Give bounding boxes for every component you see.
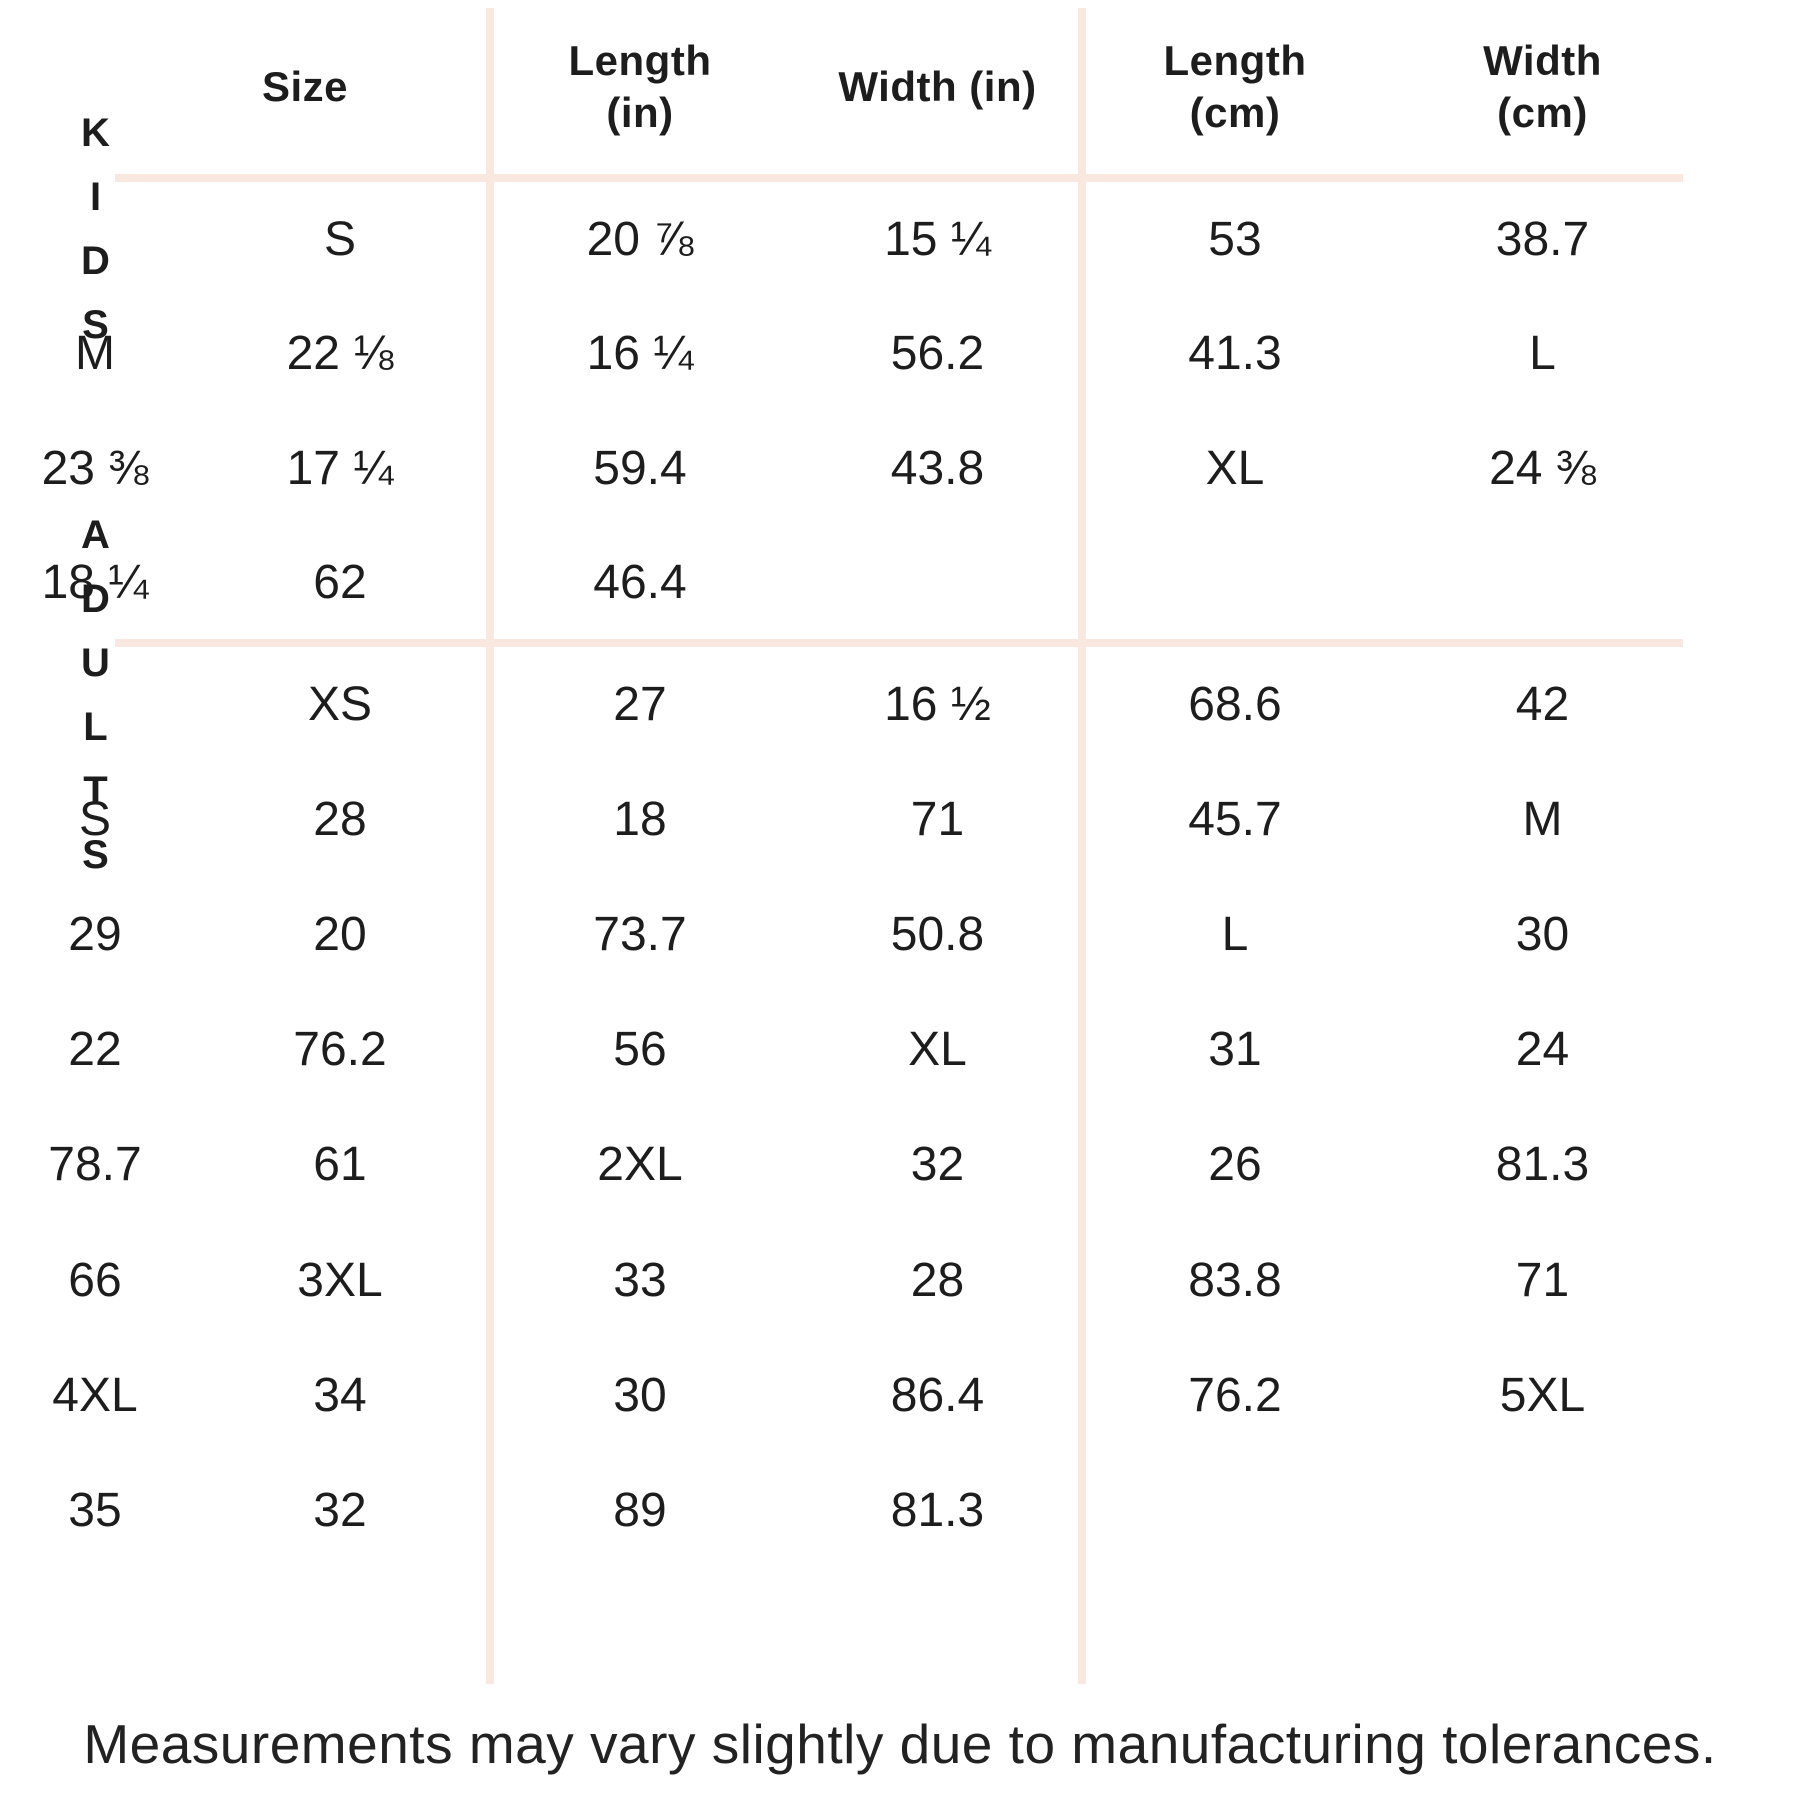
- header-length-cm-label: Length: [1163, 37, 1307, 84]
- value-cell: 71: [1515, 1253, 1570, 1307]
- value-cell: 68.6: [1188, 678, 1282, 732]
- size-cell: XL: [908, 1023, 967, 1077]
- value-cell: 59.4: [593, 441, 687, 495]
- size-cell: 2XL: [597, 1138, 683, 1192]
- value-cell: 50.8: [890, 908, 985, 962]
- value-cell: 62: [313, 556, 367, 610]
- table-header-row: Size Length (in) Width (in) Length (cm) …: [0, 0, 1700, 174]
- size-cell: S: [323, 212, 356, 266]
- header-width-in: Width (in): [790, 0, 1085, 174]
- header-length-cm: Length (cm): [1085, 0, 1385, 174]
- value-cell: 17 ¼: [286, 441, 394, 495]
- value-cell: 46.4: [593, 556, 687, 610]
- kids-section-label: KIDS: [73, 111, 118, 368]
- header-width-in-label: Width (in): [838, 63, 1037, 110]
- value-cell: 81.3: [890, 1483, 985, 1537]
- column-divider-left: [486, 8, 494, 1684]
- value-cell: 20 ⅞: [586, 212, 694, 266]
- header-size: Size: [155, 0, 455, 174]
- header-length-in-label: Length: [568, 37, 712, 84]
- value-cell: 20: [313, 908, 367, 962]
- value-cell: 32: [910, 1138, 965, 1192]
- value-cell: 15 ¼: [884, 212, 991, 266]
- value-cell: 18 ¼: [41, 556, 149, 610]
- header-width-cm-label: Width: [1483, 37, 1602, 84]
- kids-adults-divider: [115, 639, 1683, 647]
- value-cell: 22 ⅛: [286, 327, 394, 381]
- value-cell: 29: [68, 908, 122, 962]
- kids-section: KIDS S 20 ⅞ 15 ¼ 53 38.7 M 22 ⅛ 16 ¼ 56.…: [0, 111, 1700, 640]
- value-cell: 73.7: [593, 908, 687, 962]
- tolerance-note: Measurements may vary slightly due to ma…: [83, 1713, 1717, 1775]
- value-cell: 61: [313, 1138, 367, 1192]
- value-cell: 16 ½: [884, 678, 991, 732]
- value-cell: 43.8: [890, 441, 985, 495]
- value-cell: 53: [1208, 212, 1262, 266]
- header-length-cm-unit: (cm): [1189, 89, 1281, 136]
- size-cell: XS: [307, 678, 373, 732]
- size-cell: 5XL: [1499, 1368, 1586, 1422]
- size-cell: L: [1221, 908, 1249, 962]
- size-cell: XL: [1205, 441, 1265, 495]
- size-cell: 4XL: [52, 1368, 138, 1422]
- value-cell: 76.2: [1188, 1368, 1282, 1422]
- value-cell: 28: [313, 793, 367, 847]
- header-width-cm: Width (cm): [1385, 0, 1700, 174]
- value-cell: 33: [613, 1253, 667, 1307]
- size-cell: 3XL: [297, 1253, 383, 1307]
- value-cell: 31: [1208, 1023, 1262, 1077]
- value-cell: 35: [68, 1483, 122, 1537]
- value-cell: 78.7: [48, 1138, 142, 1192]
- value-cell: 18: [613, 793, 667, 847]
- value-cell: 38.7: [1495, 212, 1590, 266]
- value-cell: 24: [1515, 1023, 1570, 1077]
- header-width-cm-unit: (cm): [1497, 89, 1588, 136]
- value-cell: 81.3: [1495, 1138, 1590, 1192]
- value-cell: 56.2: [890, 327, 985, 381]
- value-cell: 26: [1208, 1138, 1262, 1192]
- value-cell: 28: [910, 1253, 965, 1307]
- header-length-in: Length (in): [490, 0, 790, 174]
- value-cell: 56: [613, 1023, 667, 1077]
- value-cell: 86.4: [890, 1368, 985, 1422]
- value-cell: 23 ⅜: [41, 441, 149, 495]
- column-divider-right: [1078, 8, 1086, 1684]
- value-cell: 76.2: [293, 1023, 387, 1077]
- header-size-label: Size: [261, 63, 349, 110]
- value-cell: 24 ⅜: [1489, 441, 1596, 495]
- value-cell: 71: [910, 793, 965, 847]
- size-cell: M: [1522, 793, 1563, 847]
- size-cell: M: [75, 327, 115, 381]
- adults-section-label: ADULTS: [73, 512, 118, 897]
- size-cell: L: [1529, 327, 1556, 381]
- value-cell: 22: [68, 1023, 122, 1077]
- header-length-in-unit: (in): [606, 89, 674, 136]
- value-cell: 30: [1515, 908, 1570, 962]
- value-cell: 27: [613, 678, 667, 732]
- value-cell: 83.8: [1188, 1253, 1282, 1307]
- value-cell: 45.7: [1188, 793, 1282, 847]
- value-cell: 89: [613, 1483, 667, 1537]
- header-divider: [115, 174, 1683, 182]
- value-cell: 16 ¼: [586, 327, 694, 381]
- value-cell: 32: [313, 1483, 367, 1537]
- value-cell: 42: [1515, 678, 1570, 732]
- value-cell: 30: [613, 1368, 667, 1422]
- value-cell: 66: [68, 1253, 122, 1307]
- adults-section: ADULTS XS 27 16 ½ 68.6 42 S 28 18 71 45.…: [0, 512, 1700, 1683]
- value-cell: 41.3: [1188, 327, 1282, 381]
- size-cell: S: [78, 793, 111, 847]
- value-cell: 34: [313, 1368, 367, 1422]
